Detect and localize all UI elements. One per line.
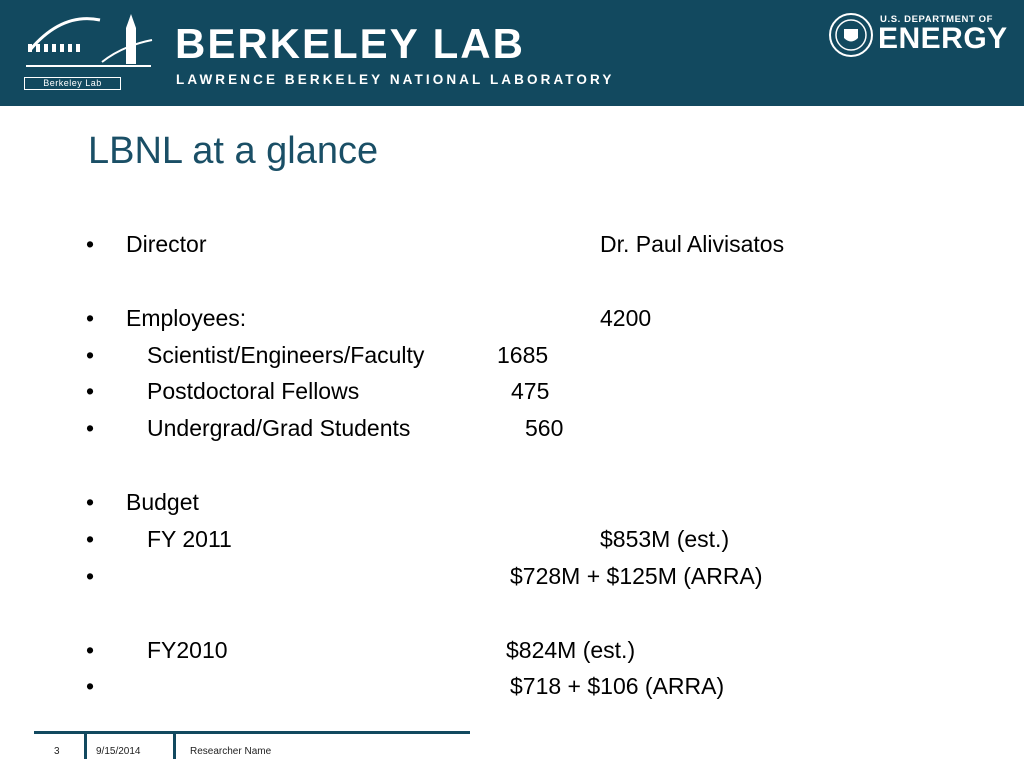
list-item: • $718 + $106 (ARRA) [0,671,1024,701]
item-value: 560 [525,415,564,441]
bullet: • [86,637,95,663]
doe-seal-icon [829,13,873,57]
doe-department-label: U.S. DEPARTMENT OF [880,14,994,25]
bullet: • [86,231,95,257]
item-value: 4200 [600,305,652,331]
lab-subtitle: LAWRENCE BERKELEY NATIONAL LABORATORY [176,72,615,87]
item-value: $728M + $125M (ARRA) [510,563,763,589]
footer-date: 9/15/2014 [96,746,141,757]
list-item: • FY2010 $824M (est.) [0,635,1024,665]
item-value: 1685 [497,342,549,368]
bullet: • [86,342,95,368]
item-label: Undergrad/Grad Students [147,415,411,441]
bullet: • [86,489,95,515]
logo-tag: Berkeley Lab [24,77,121,90]
bullet: • [86,305,95,331]
item-value: $718 + $106 (ARRA) [510,673,725,699]
bullet: • [86,563,95,589]
bullet: • [86,673,95,699]
slide-title: LBNL at a glance [88,130,379,172]
item-value: $824M (est.) [506,637,636,663]
list-item: • Employees: 4200 [0,303,1024,333]
item-label: FY 2011 [147,526,232,552]
item-value: $853M (est.) [600,526,730,552]
item-label: Budget [126,489,199,515]
bullet: • [86,526,95,552]
footer-tick [84,733,87,759]
doe-energy-label: ENERGY [878,22,1008,55]
bullet: • [86,378,95,404]
header-banner: Berkeley Lab BERKELEY LAB LAWRENCE BERKE… [0,0,1024,106]
footer-divider [34,731,470,734]
list-item: • Budget [0,487,1024,517]
item-label: Scientist/Engineers/Faculty [147,342,425,368]
item-value: Dr. Paul Alivisatos [600,231,785,257]
item-label: Postdoctoral Fellows [147,378,360,404]
item-value: 475 [511,378,550,404]
lab-name: BERKELEY LAB [175,20,525,67]
berkeley-lab-logo-icon [26,14,153,67]
item-label: Director [126,231,207,257]
bullet: • [86,415,95,441]
item-label: Employees: [126,305,247,331]
list-item: • Postdoctoral Fellows 475 [0,376,1024,406]
footer-tick [173,733,176,759]
list-item: • $728M + $125M (ARRA) [0,561,1024,591]
list-item: • Scientist/Engineers/Faculty 1685 [0,340,1024,370]
footer-author: Researcher Name [190,746,272,757]
list-item: • Undergrad/Grad Students 560 [0,413,1024,443]
list-item: • FY 2011 $853M (est.) [0,524,1024,554]
page-number: 3 [54,746,60,757]
list-item: • Director Dr. Paul Alivisatos [0,229,1024,259]
item-label: FY2010 [147,637,228,663]
